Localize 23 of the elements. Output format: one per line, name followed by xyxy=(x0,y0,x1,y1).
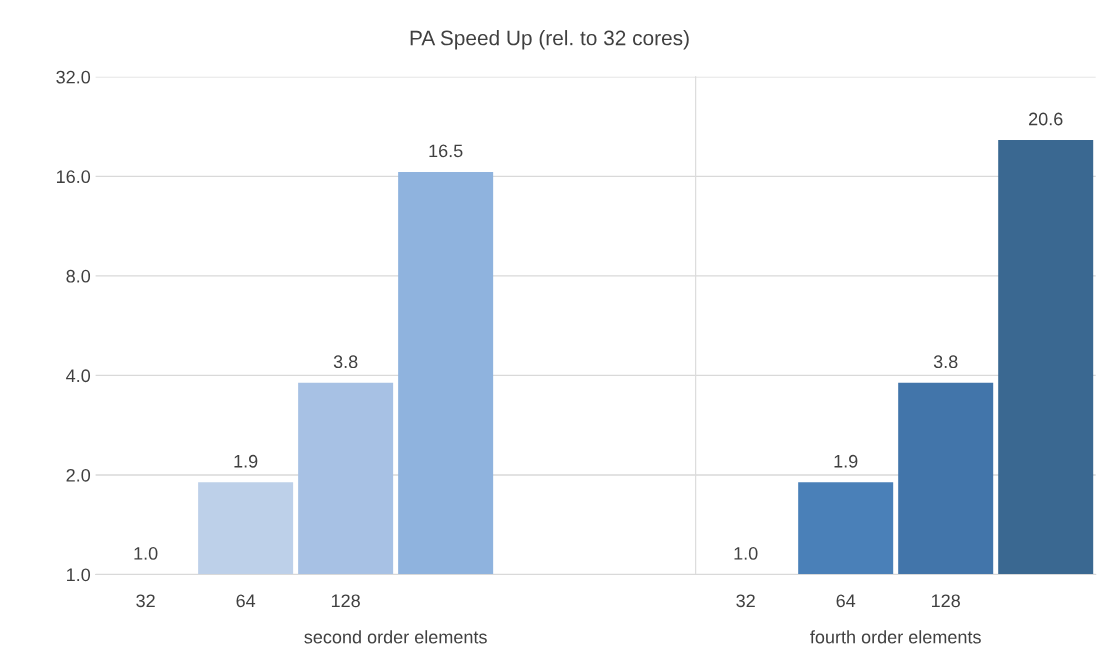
x-axis-title: fourth order elements xyxy=(810,630,981,644)
x-tick-label: 128 xyxy=(331,594,360,608)
y-tick-label: 2.0 xyxy=(66,468,91,482)
data-label: 1.0 xyxy=(134,547,158,560)
y-tick-label: 4.0 xyxy=(66,369,91,383)
data-label: 20.6 xyxy=(1029,112,1063,126)
y-tick-label: 1.0 xyxy=(67,568,91,582)
y-tick-label: 8.0 xyxy=(66,269,91,283)
data-label: 16.5 xyxy=(429,144,463,158)
x-tick-label: 128 xyxy=(932,594,960,608)
chart-title: PA Speed Up (rel. to 32 cores) xyxy=(410,30,689,50)
data-label: 1.9 xyxy=(234,454,258,468)
y-tick-label: 32.0 xyxy=(56,70,91,84)
x-tick-label: 32 xyxy=(136,594,155,608)
data-label: 1.9 xyxy=(834,454,858,468)
x-tick-label: 64 xyxy=(236,594,256,608)
x-tick-label: 64 xyxy=(836,594,856,608)
y-tick-label: 16.0 xyxy=(56,170,91,184)
x-axis-title: second order elements xyxy=(304,630,487,644)
data-label: 3.8 xyxy=(933,355,958,369)
data-label: 3.8 xyxy=(333,355,358,369)
data-label: 1.0 xyxy=(734,547,758,560)
x-tick-label: 32 xyxy=(736,594,755,608)
